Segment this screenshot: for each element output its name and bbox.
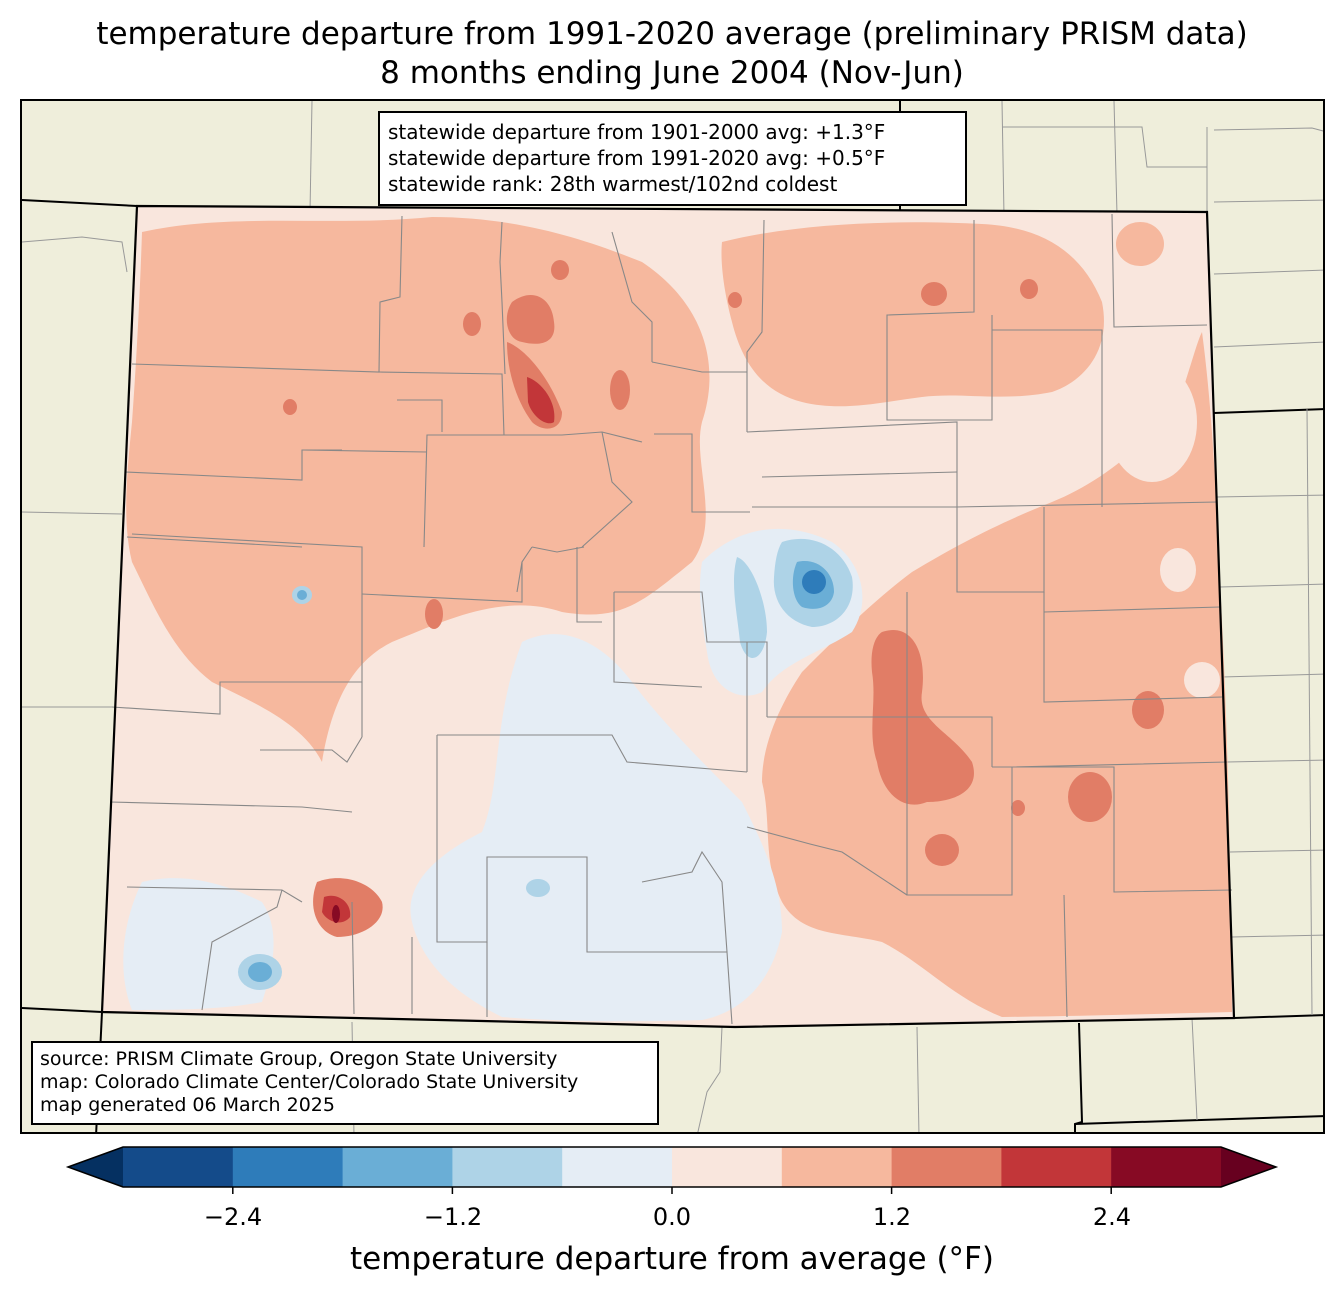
colorbar-segment <box>672 1147 783 1187</box>
colorbar-segment <box>781 1147 893 1187</box>
colorbar-segment <box>452 1147 563 1187</box>
colorado-state-border <box>100 204 1236 1029</box>
colorbar <box>65 1146 1279 1194</box>
colorbar-segment <box>1001 1147 1112 1187</box>
colorbar-segment <box>1111 1147 1222 1187</box>
generated-date-line: map generated 06 March 2025 <box>40 1094 335 1116</box>
map-canvas <box>22 101 1323 1132</box>
map-title-line-1: temperature departure from 1991-2020 ave… <box>96 16 1248 52</box>
colorbar-tick-label: 1.2 <box>872 1203 912 1231</box>
colorbar-tick-label: −2.4 <box>203 1203 263 1231</box>
statewide-stats-box: statewide departure from 1901-2000 avg: … <box>378 111 967 206</box>
colorbar-title: temperature departure from average (°F) <box>350 1241 994 1277</box>
colorbar-tick-label: 2.4 <box>1092 1203 1132 1231</box>
map-panel <box>20 99 1325 1134</box>
map-title-line-2: 8 months ending June 2004 (Nov-Jun) <box>380 55 964 91</box>
colorbar-segment <box>562 1147 673 1187</box>
colorbar-tick-label: −1.2 <box>423 1203 483 1231</box>
county-lines <box>109 213 1233 1025</box>
map-credit-line: map: Colorado Climate Center/Colorado St… <box>40 1071 579 1093</box>
colorbar-extend-low <box>68 1147 123 1187</box>
source-credit-box: source: PRISM Climate Group, Oregon Stat… <box>31 1041 659 1125</box>
stats-departure-1991-2020: statewide departure from 1991-2020 avg: … <box>388 146 886 170</box>
colorbar-segment <box>891 1147 1002 1187</box>
colorbar-outline <box>65 1146 1279 1188</box>
source-line: source: PRISM Climate Group, Oregon Stat… <box>40 1048 558 1070</box>
colorbar-segment <box>232 1147 344 1187</box>
stats-rank: statewide rank: 28th warmest/102nd colde… <box>388 172 838 196</box>
colorbar-segment <box>123 1147 234 1187</box>
stats-departure-1901-2000: statewide departure from 1901-2000 avg: … <box>388 120 886 144</box>
colorbar-extend-high <box>1221 1147 1276 1187</box>
colorbar-tick-label: 0.0 <box>652 1203 692 1231</box>
colorbar-segment <box>342 1147 453 1187</box>
